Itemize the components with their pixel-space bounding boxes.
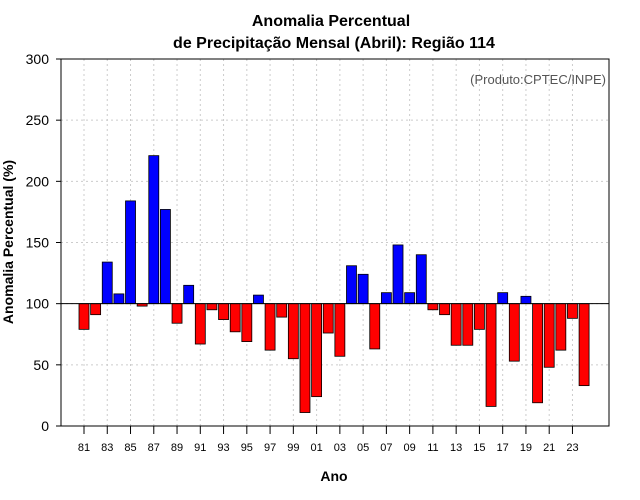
y-tick-label: 0 — [41, 418, 49, 434]
bar-98 — [276, 303, 288, 318]
bar-16 — [485, 303, 497, 407]
bar-15 — [474, 303, 485, 330]
credit-label: (Produto:CPTEC/INPE) — [470, 72, 606, 87]
y-tick-label: 200 — [26, 173, 50, 189]
bar-81 — [78, 303, 90, 330]
y-axis: 0 50 100 150 200 250 300 — [26, 51, 61, 434]
bar-92 — [206, 303, 218, 311]
bar-00 — [299, 303, 311, 413]
bar-90 — [183, 284, 195, 305]
bar-94 — [229, 303, 241, 333]
bar-87 — [148, 155, 160, 305]
x-tick-label: 13 — [450, 442, 462, 454]
x-tick-label: 97 — [264, 442, 276, 454]
bar-14 — [462, 303, 474, 346]
bar-13 — [450, 303, 462, 346]
bar-20 — [532, 303, 543, 404]
x-tick-label: 15 — [473, 442, 485, 454]
y-tick-label: 300 — [26, 51, 50, 67]
y-tick-label: 150 — [26, 235, 50, 251]
bar-06 — [369, 303, 381, 350]
x-axis-title: Ano — [320, 468, 347, 484]
x-tick-label: 95 — [241, 442, 253, 454]
x-tick-label: 19 — [520, 442, 532, 454]
bar-97 — [264, 303, 276, 351]
bar-85 — [125, 200, 136, 305]
bar-05 — [357, 273, 369, 305]
bar-82 — [90, 303, 102, 316]
chart-title-line1: Anomalia Percentual — [252, 13, 410, 30]
x-tick-label: 01 — [310, 442, 322, 454]
x-tick-label: 21 — [543, 442, 555, 454]
x-tick-label: 81 — [78, 442, 90, 454]
bar-96 — [253, 294, 264, 305]
bar-18 — [508, 303, 520, 362]
bar-21 — [543, 303, 555, 368]
x-tick-label: 83 — [101, 442, 113, 454]
chart-title-line2: de Precipitação Mensal (Abril): Região 1… — [173, 35, 495, 52]
x-axis: 81 83 85 87 89 91 93 95 97 99 01 03 05 07 09 11 13 15 17 19… — [78, 426, 579, 454]
x-tick-label: 93 — [217, 442, 229, 454]
bar-17 — [497, 292, 509, 305]
bar-84 — [113, 293, 125, 305]
bar-89 — [171, 303, 183, 324]
x-tick-label: 05 — [357, 442, 369, 454]
bar-19 — [520, 295, 532, 305]
bar-22 — [555, 303, 567, 351]
x-tick-label: 85 — [124, 442, 136, 454]
bar-10 — [415, 254, 427, 305]
bar-03 — [334, 303, 346, 357]
bars-layer — [78, 155, 590, 413]
y-tick-label: 100 — [26, 296, 50, 312]
x-tick-label: 17 — [497, 442, 509, 454]
bar-08 — [392, 244, 404, 305]
x-tick-label: 91 — [194, 442, 206, 454]
bar-99 — [287, 303, 299, 360]
bar-23 — [567, 303, 578, 319]
x-tick-label: 09 — [404, 442, 416, 454]
x-tick-label: 03 — [334, 442, 346, 454]
bar-09 — [404, 292, 416, 305]
grid-layer — [61, 59, 609, 426]
y-tick-label: 50 — [33, 357, 49, 373]
bar-04 — [346, 265, 357, 305]
x-tick-label: 89 — [171, 442, 183, 454]
bar-07 — [380, 292, 392, 305]
bar-91 — [194, 303, 206, 345]
x-tick-label: 87 — [148, 442, 160, 454]
bar-24 — [578, 303, 590, 387]
y-axis-title: Anomalia Percentual (%) — [0, 160, 16, 324]
bar-95 — [241, 303, 253, 342]
bar-02 — [322, 303, 334, 334]
bar-83 — [101, 261, 113, 305]
x-tick-label: 11 — [427, 442, 438, 454]
bar-12 — [439, 303, 450, 316]
y-tick-label: 250 — [26, 112, 50, 128]
bar-93 — [218, 303, 229, 320]
x-tick-label: 07 — [380, 442, 392, 454]
bar-88 — [160, 209, 171, 305]
x-tick-label: 99 — [287, 442, 299, 454]
x-tick-label: 23 — [566, 442, 578, 454]
bar-11 — [427, 303, 439, 311]
bar-01 — [311, 303, 323, 398]
